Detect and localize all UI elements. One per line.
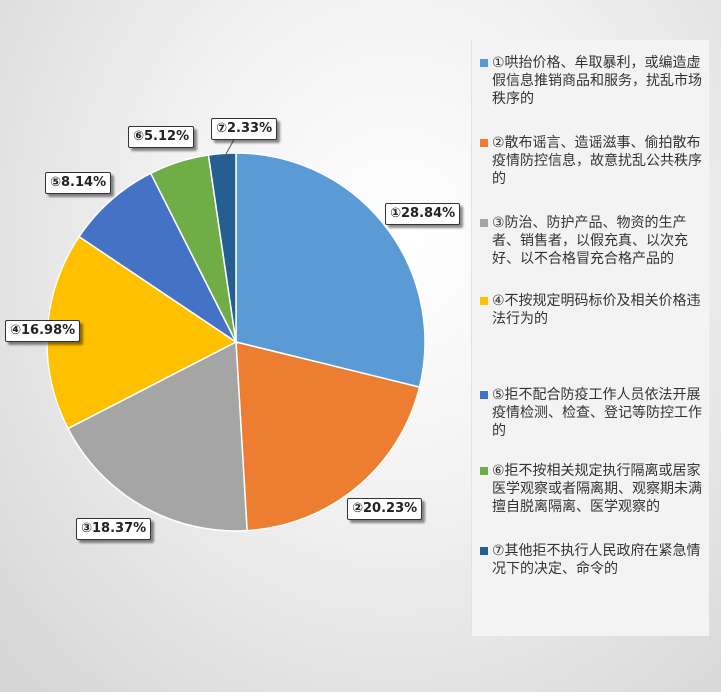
legend-label: ⑤拒不配合防疫工作人员依法开展疫情检测、检查、登记等防控工作的 [492,387,702,439]
legend: ①哄抬价格、牟取暴利，或编造虚假信息推销商品和服务，扰乱市场秩序的 ②散布谣言、造… [471,40,709,636]
data-label-2: ②20.23% [347,498,423,520]
legend-item-6: ⑥拒不按相关规定执行隔离或居家医学观察或者隔离期、观察期未满擅自脱离隔离、医学观… [480,462,706,516]
legend-label: ②散布谣言、造谣滋事、偷拍散布疫情防控信息，故意扰乱公共秩序的 [492,135,702,187]
legend-label: ④不按规定明码标价及相关价格违法行为的 [492,293,701,327]
data-label-7: ⑦2.33% [211,118,278,140]
data-label-5: ⑤8.14% [45,172,112,194]
legend-item-5: ⑤拒不配合防疫工作人员依法开展疫情检测、检查、登记等防控工作的 [480,386,706,440]
legend-swatch [480,59,488,67]
legend-swatch [480,139,488,147]
legend-item-3: ③防治、防护产品、物资的生产者、销售者，以假充真、以次充好、以不合格冒充合格产品… [480,214,706,268]
pie-slice-7 [207,152,237,343]
legend-swatch [480,547,488,555]
legend-item-7: ⑦其他拒不执行人民政府在紧急情况下的决定、命令的 [480,542,706,578]
data-label-4: ④16.98% [5,320,81,342]
legend-swatch [480,467,488,475]
legend-item-2: ②散布谣言、造谣滋事、偷拍散布疫情防控信息，故意扰乱公共秩序的 [480,134,706,188]
legend-label: ③防治、防护产品、物资的生产者、销售者，以假充真、以次充好、以不合格冒充合格产品… [492,215,688,267]
pie-slice-3 [66,340,248,532]
legend-swatch [480,391,488,399]
data-label-6: ⑥5.12% [128,126,195,148]
pie-slice-5 [78,172,238,345]
data-label-3: ③18.37% [76,518,152,540]
legend-label: ⑥拒不按相关规定执行隔离或居家医学观察或者隔离期、观察期未满擅自脱离隔离、医学观… [492,463,702,515]
pie-slice-2 [235,341,421,532]
legend-item-4: ④不按规定明码标价及相关价格违法行为的 [480,292,706,328]
legend-swatch [480,297,488,305]
legend-item-1: ①哄抬价格、牟取暴利，或编造虚假信息推销商品和服务，扰乱市场秩序的 [480,54,706,108]
pie-slice-1 [235,152,426,389]
legend-swatch [480,219,488,227]
legend-label: ①哄抬价格、牟取暴利，或编造虚假信息推销商品和服务，扰乱市场秩序的 [492,55,702,107]
legend-label: ⑦其他拒不执行人民政府在紧急情况下的决定、命令的 [492,543,701,577]
data-label-1: ①28.84% [385,203,461,225]
